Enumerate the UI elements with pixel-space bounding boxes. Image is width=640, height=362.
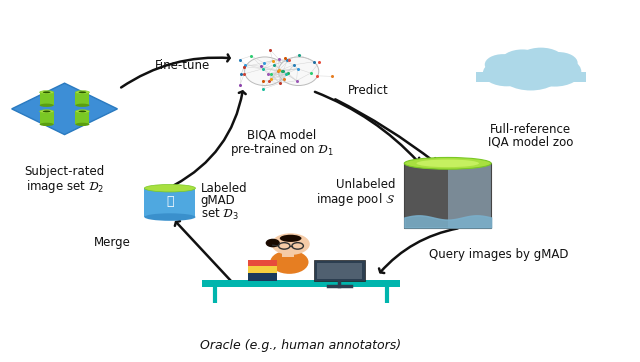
Ellipse shape — [76, 110, 90, 113]
FancyBboxPatch shape — [40, 111, 54, 125]
Text: set $\mathcal{D}_3$: set $\mathcal{D}_3$ — [200, 207, 238, 222]
Circle shape — [517, 48, 564, 75]
Ellipse shape — [145, 185, 195, 192]
Ellipse shape — [145, 213, 195, 221]
FancyBboxPatch shape — [314, 260, 365, 281]
Text: Full-reference: Full-reference — [490, 123, 572, 136]
Ellipse shape — [404, 157, 491, 169]
Text: 🐘: 🐘 — [166, 195, 173, 208]
Circle shape — [271, 233, 310, 255]
Ellipse shape — [244, 57, 285, 85]
Polygon shape — [12, 83, 117, 135]
Ellipse shape — [76, 90, 90, 94]
Text: Fine-tune: Fine-tune — [155, 59, 211, 72]
Ellipse shape — [79, 110, 86, 112]
FancyBboxPatch shape — [202, 280, 400, 287]
Ellipse shape — [270, 251, 308, 274]
FancyBboxPatch shape — [248, 260, 276, 266]
Ellipse shape — [417, 160, 479, 167]
FancyBboxPatch shape — [76, 92, 90, 105]
Ellipse shape — [280, 235, 301, 242]
Text: Oracle (e.g., human annotators): Oracle (e.g., human annotators) — [200, 338, 401, 352]
FancyBboxPatch shape — [317, 263, 362, 279]
Ellipse shape — [43, 91, 51, 93]
FancyBboxPatch shape — [448, 163, 491, 228]
Text: Query images by gMAD: Query images by gMAD — [429, 248, 568, 261]
Text: Unlabeled: Unlabeled — [336, 178, 396, 191]
Ellipse shape — [40, 90, 54, 94]
Circle shape — [499, 55, 562, 90]
FancyBboxPatch shape — [476, 72, 586, 82]
Text: Labeled: Labeled — [200, 182, 247, 195]
Text: Merge: Merge — [94, 236, 131, 249]
Text: gMAD: gMAD — [200, 194, 236, 207]
Text: Predict: Predict — [348, 84, 388, 97]
FancyBboxPatch shape — [145, 188, 195, 217]
Ellipse shape — [76, 123, 90, 126]
FancyBboxPatch shape — [248, 266, 276, 273]
FancyBboxPatch shape — [282, 249, 294, 257]
Circle shape — [539, 52, 578, 74]
Text: image set $\mathcal{D}_2$: image set $\mathcal{D}_2$ — [26, 178, 104, 195]
FancyBboxPatch shape — [404, 163, 448, 228]
Text: BIQA model: BIQA model — [247, 129, 316, 142]
Ellipse shape — [79, 91, 86, 93]
Circle shape — [484, 54, 522, 75]
Circle shape — [528, 56, 581, 87]
Ellipse shape — [40, 104, 54, 107]
Text: image pool $\mathcal{S}$: image pool $\mathcal{S}$ — [316, 190, 396, 207]
Circle shape — [266, 239, 279, 247]
Ellipse shape — [40, 123, 54, 126]
Text: pre-trained on $\mathcal{D}_1$: pre-trained on $\mathcal{D}_1$ — [230, 141, 333, 158]
Text: IQA model zoo: IQA model zoo — [488, 136, 573, 149]
Ellipse shape — [278, 57, 319, 85]
Ellipse shape — [76, 104, 90, 107]
FancyBboxPatch shape — [76, 111, 90, 125]
FancyBboxPatch shape — [248, 273, 276, 281]
Text: Subject-rated: Subject-rated — [24, 165, 105, 178]
FancyBboxPatch shape — [40, 92, 54, 105]
Circle shape — [483, 59, 531, 86]
Ellipse shape — [40, 110, 54, 113]
Ellipse shape — [43, 110, 51, 112]
Circle shape — [500, 50, 545, 74]
